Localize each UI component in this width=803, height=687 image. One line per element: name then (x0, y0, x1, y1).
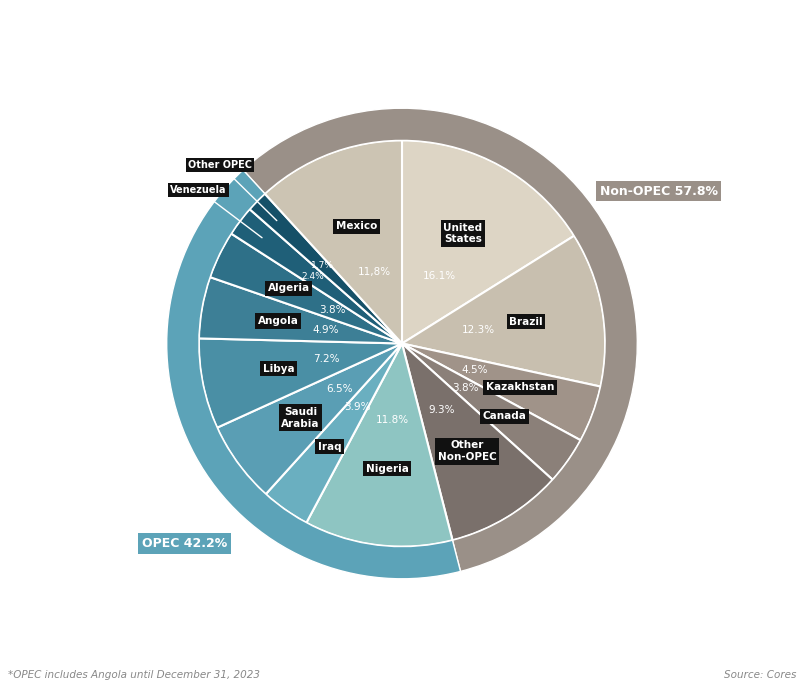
Text: 2.4%: 2.4% (301, 271, 324, 281)
Text: Other
Non-OPEC: Other Non-OPEC (437, 440, 496, 462)
Text: United
States: United States (443, 223, 482, 244)
Wedge shape (210, 234, 402, 344)
Text: Source: Cores: Source: Cores (723, 670, 795, 680)
Text: 16.1%: 16.1% (422, 271, 455, 281)
Text: 6.5%: 6.5% (326, 384, 353, 394)
Wedge shape (198, 339, 402, 428)
Wedge shape (402, 236, 605, 387)
Wedge shape (402, 344, 552, 540)
Wedge shape (231, 209, 402, 344)
Text: Nigeria: Nigeria (365, 464, 408, 473)
Wedge shape (166, 170, 460, 579)
Text: Brazil: Brazil (508, 317, 542, 327)
Text: OPEC 42.2%: OPEC 42.2% (142, 537, 227, 550)
Text: Non-OPEC 57.8%: Non-OPEC 57.8% (599, 185, 717, 198)
Text: Angola: Angola (257, 316, 298, 326)
Text: 9.3%: 9.3% (428, 405, 454, 414)
Text: 7.2%: 7.2% (312, 354, 339, 364)
Text: 11.8%: 11.8% (376, 415, 409, 425)
Text: 3.8%: 3.8% (451, 383, 478, 393)
Text: Libya: Libya (263, 363, 294, 374)
Text: Mexico: Mexico (336, 221, 377, 231)
Text: Venezuela: Venezuela (170, 185, 226, 194)
Wedge shape (402, 344, 600, 440)
Wedge shape (402, 344, 580, 480)
Text: 4.9%: 4.9% (312, 325, 339, 335)
Wedge shape (243, 108, 637, 572)
Text: Kazakhstan: Kazakhstan (485, 382, 553, 392)
Wedge shape (198, 277, 402, 344)
Wedge shape (402, 140, 573, 344)
Wedge shape (217, 344, 402, 494)
Text: 3.8%: 3.8% (319, 305, 345, 315)
Text: Other OPEC: Other OPEC (188, 160, 251, 170)
Wedge shape (266, 344, 402, 523)
Wedge shape (264, 140, 402, 344)
Text: Canada: Canada (483, 412, 526, 421)
Text: 1.7%: 1.7% (311, 261, 333, 270)
Text: 11,8%: 11,8% (357, 267, 390, 277)
Wedge shape (306, 344, 452, 547)
Text: *OPEC includes Angola until December 31, 2023: *OPEC includes Angola until December 31,… (8, 670, 259, 680)
Wedge shape (250, 194, 402, 344)
Text: Algeria: Algeria (267, 284, 309, 293)
Text: Iraq: Iraq (317, 442, 341, 451)
Text: Saudi
Arabia: Saudi Arabia (281, 407, 320, 429)
Text: 3.9%: 3.9% (344, 402, 370, 412)
Text: 4.5%: 4.5% (461, 365, 487, 375)
Text: 12.3%: 12.3% (461, 325, 494, 335)
